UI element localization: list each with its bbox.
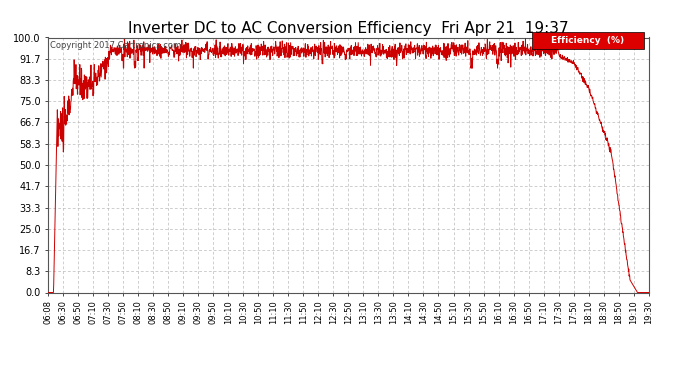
FancyBboxPatch shape xyxy=(531,32,644,49)
Text: Copyright 2017 Cartronics.com: Copyright 2017 Cartronics.com xyxy=(50,41,181,50)
Text: Efficiency  (%): Efficiency (%) xyxy=(551,36,624,45)
Title: Inverter DC to AC Conversion Efficiency  Fri Apr 21  19:37: Inverter DC to AC Conversion Efficiency … xyxy=(128,21,569,36)
